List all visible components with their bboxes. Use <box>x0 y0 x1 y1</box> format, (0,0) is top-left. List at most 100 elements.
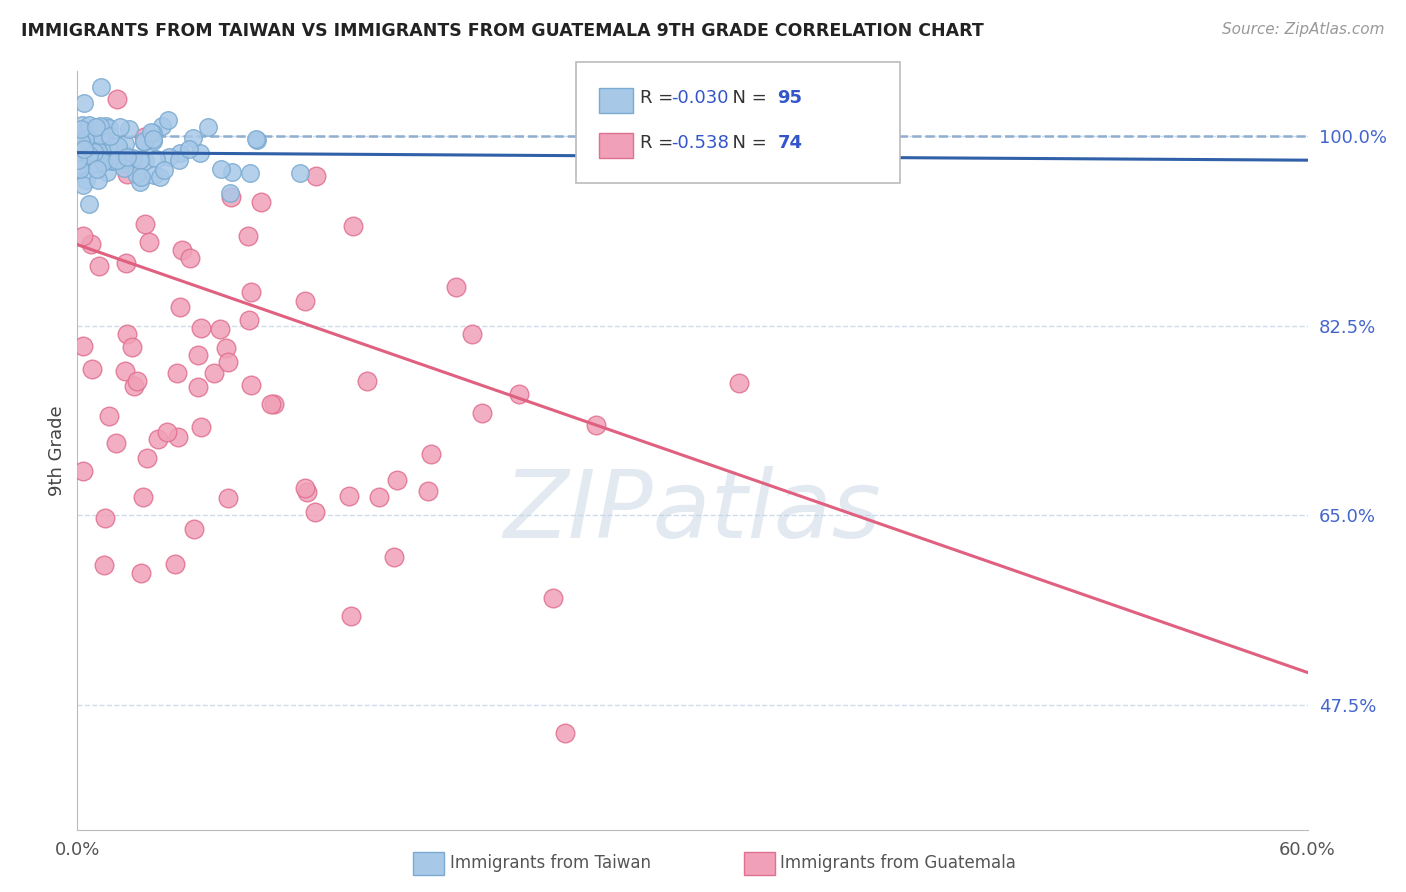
Point <box>142 169 165 183</box>
Point <box>238 312 260 326</box>
Point <box>84 140 107 154</box>
Point <box>70 135 93 149</box>
Point <box>86 156 108 170</box>
Point <box>342 219 364 234</box>
Point <box>167 153 190 167</box>
Point <box>69 141 91 155</box>
Point <box>202 366 225 380</box>
Point <box>181 131 204 145</box>
Point <box>471 406 494 420</box>
Point <box>169 300 191 314</box>
Text: ZIPatlas: ZIPatlas <box>503 466 882 557</box>
Point <box>190 146 212 161</box>
Point <box>77 118 100 132</box>
Text: IMMIGRANTS FROM TAIWAN VS IMMIGRANTS FROM GUATEMALA 9TH GRADE CORRELATION CHART: IMMIGRANTS FROM TAIWAN VS IMMIGRANTS FRO… <box>21 22 984 40</box>
Point <box>294 481 316 495</box>
Point <box>197 120 219 134</box>
Point <box>131 169 153 184</box>
Point <box>294 294 316 309</box>
Point <box>108 120 131 134</box>
Point <box>73 142 96 156</box>
Point <box>69 128 91 142</box>
Point <box>114 156 136 170</box>
Point <box>87 259 110 273</box>
Point <box>89 119 111 133</box>
Point <box>142 134 165 148</box>
Point <box>132 130 155 145</box>
Point <box>107 139 129 153</box>
Point <box>339 608 361 623</box>
Point <box>163 557 186 571</box>
Point <box>240 285 263 299</box>
Text: -0.538: -0.538 <box>671 134 728 152</box>
Point <box>70 118 93 132</box>
Point <box>72 95 94 110</box>
Point <box>76 145 98 160</box>
Point <box>103 138 125 153</box>
Point <box>76 136 98 150</box>
Point <box>121 340 143 354</box>
Point <box>142 126 165 140</box>
Point <box>134 217 156 231</box>
Point <box>585 417 607 432</box>
Text: R =: R = <box>640 134 679 152</box>
Point <box>72 178 94 192</box>
Point <box>221 165 243 179</box>
Point <box>304 505 326 519</box>
Point <box>190 420 212 434</box>
Text: Source: ZipAtlas.com: Source: ZipAtlas.com <box>1222 22 1385 37</box>
Point <box>73 132 96 146</box>
Point <box>84 145 107 160</box>
Point <box>98 128 121 143</box>
Point <box>84 150 107 164</box>
Point <box>80 362 103 376</box>
Point <box>263 397 285 411</box>
Point <box>115 152 138 166</box>
Point <box>80 237 103 252</box>
Point <box>67 161 90 175</box>
Point <box>117 150 139 164</box>
Point <box>114 136 136 151</box>
Point <box>83 127 105 141</box>
Point <box>217 491 239 505</box>
Point <box>190 321 212 335</box>
Point <box>94 511 117 525</box>
Point <box>179 252 201 266</box>
Text: 74: 74 <box>778 134 803 152</box>
Point <box>179 142 201 156</box>
Point <box>76 122 98 136</box>
Point <box>217 355 239 369</box>
Point <box>96 165 118 179</box>
Point <box>145 152 167 166</box>
Point <box>90 79 112 94</box>
Point <box>115 167 138 181</box>
Point <box>117 327 139 342</box>
Point <box>86 120 108 134</box>
Point <box>75 125 97 139</box>
Point <box>83 145 105 159</box>
Point <box>129 153 152 167</box>
Point <box>96 119 118 133</box>
Point <box>156 112 179 127</box>
Point <box>89 128 111 143</box>
Point <box>245 132 267 146</box>
Point <box>72 464 94 478</box>
Point <box>134 135 156 149</box>
Text: Immigrants from Guatemala: Immigrants from Guatemala <box>780 855 1017 872</box>
Point <box>129 175 152 189</box>
Point <box>86 162 108 177</box>
Point <box>101 153 124 168</box>
Point <box>77 148 100 162</box>
Point <box>134 153 156 168</box>
Point <box>118 122 141 136</box>
Point <box>218 186 240 201</box>
Point <box>114 256 136 270</box>
Y-axis label: 9th Grade: 9th Grade <box>48 405 66 496</box>
Point <box>91 155 114 169</box>
Point <box>166 366 188 380</box>
Point <box>69 162 91 177</box>
Point <box>240 378 263 392</box>
Point <box>72 339 94 353</box>
Point <box>728 376 751 390</box>
Text: R =: R = <box>640 89 679 107</box>
